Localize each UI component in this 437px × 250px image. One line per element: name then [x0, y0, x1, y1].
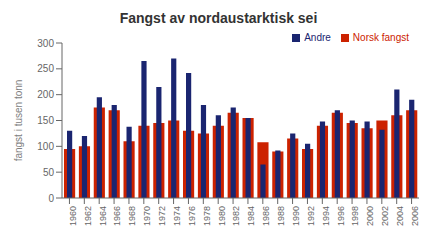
svg-text:1984: 1984: [246, 206, 256, 226]
svg-text:100: 100: [37, 141, 54, 152]
svg-text:1996: 1996: [336, 206, 346, 226]
svg-text:250: 250: [37, 63, 54, 74]
svg-text:1960: 1960: [68, 206, 78, 226]
svg-text:300: 300: [37, 38, 54, 49]
svg-text:2006: 2006: [410, 206, 420, 226]
svg-text:1972: 1972: [157, 206, 167, 226]
svg-text:1964: 1964: [98, 206, 108, 226]
svg-text:1986: 1986: [261, 206, 271, 226]
svg-text:1980: 1980: [217, 206, 227, 226]
svg-text:0: 0: [48, 193, 54, 204]
svg-text:1976: 1976: [187, 206, 197, 226]
svg-text:2004: 2004: [395, 206, 405, 226]
svg-text:150: 150: [37, 115, 54, 126]
svg-text:1992: 1992: [306, 206, 316, 226]
html-text:Andre: Andre: [304, 32, 331, 43]
svg-text:1982: 1982: [231, 206, 241, 226]
svg-text:1988: 1988: [276, 206, 286, 226]
svg-text:1968: 1968: [127, 206, 137, 226]
svg-text:1998: 1998: [350, 206, 360, 226]
svg-text:1962: 1962: [83, 206, 93, 226]
svg-text:200: 200: [37, 89, 54, 100]
svg-text:fangst i tusen tonn: fangst i tusen tonn: [13, 80, 24, 162]
svg-text:1978: 1978: [202, 206, 212, 226]
svg-text:1974: 1974: [172, 206, 182, 226]
svg-text:50: 50: [43, 167, 55, 178]
svg-text:1990: 1990: [291, 206, 301, 226]
svg-text:2002: 2002: [380, 206, 390, 226]
svg-text:1970: 1970: [142, 206, 152, 226]
svg-text:2000: 2000: [365, 206, 375, 226]
svg-text:1966: 1966: [112, 206, 122, 226]
html-text:Norsk fangst: Norsk fangst: [352, 32, 409, 43]
html-text:Fangst av nordaustarktisk sei: Fangst av nordaustarktisk sei: [119, 10, 318, 26]
svg-text:1994: 1994: [321, 206, 331, 226]
